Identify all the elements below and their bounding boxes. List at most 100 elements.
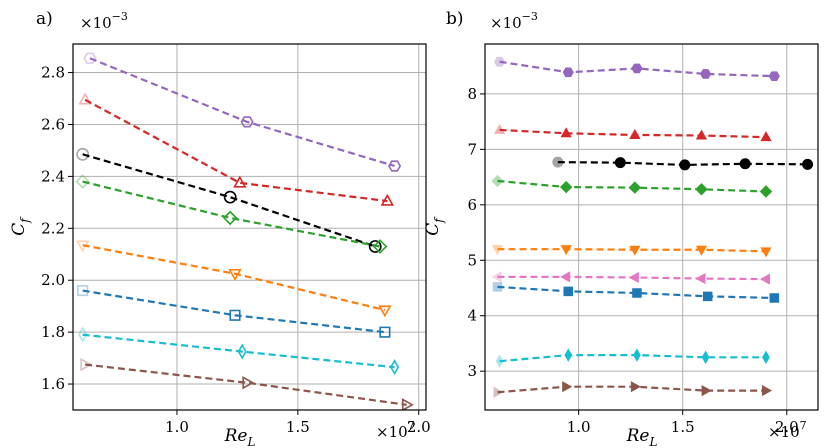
panel-a-marker-red-2 bbox=[380, 193, 395, 206]
panel-b-marker-black-4 bbox=[802, 158, 814, 170]
panel-b-marker-blue-2 bbox=[632, 288, 642, 298]
panel-b-xlabel-sub: L bbox=[648, 435, 657, 448]
panel-a-line-black bbox=[82, 153, 376, 248]
panel-a-x-multiplier-exp: 7 bbox=[408, 419, 415, 432]
panel-b-marker-cyan-4 bbox=[762, 350, 770, 365]
panel-a-marker-purple-2 bbox=[388, 160, 402, 172]
panel-a-marker-red-1 bbox=[233, 175, 247, 188]
panel-b-ytick-label-0: 3 bbox=[467, 362, 477, 380]
panel-a-marker-brown-2 bbox=[401, 398, 414, 410]
panel-b-marker-blue-0 bbox=[492, 282, 503, 292]
panel-b-marker-black-0 bbox=[552, 156, 564, 168]
panel-b-xtick-label-1: 1.5 bbox=[671, 418, 695, 436]
panel-b-marker-purple-2 bbox=[631, 63, 643, 74]
panel-b-marker-pink-0 bbox=[491, 271, 502, 283]
panel-b-marker-black-1 bbox=[614, 157, 626, 169]
panel-a-marker-brown-1 bbox=[242, 376, 255, 390]
panel-b-xlabel: ReL bbox=[626, 426, 658, 448]
panel-a-line-brown bbox=[84, 363, 407, 406]
panel-a-ytick-label-1: 1.8 bbox=[41, 323, 65, 341]
panel-b-series-group bbox=[491, 56, 814, 398]
panel-a-marker-green-2 bbox=[372, 239, 388, 254]
panel-b-marker-red-3 bbox=[695, 129, 708, 140]
panel-b-marker-brown-2 bbox=[630, 381, 641, 393]
panel-a-marker-green-0 bbox=[75, 174, 90, 189]
panel-b-marker-brown-0 bbox=[493, 386, 504, 398]
panel-b-xtick-label-0: 1.0 bbox=[567, 418, 591, 436]
panel-a-line-blue bbox=[82, 289, 386, 334]
panel-b-ytick-label-1: 4 bbox=[467, 307, 477, 325]
panel-b-marker-orange-1 bbox=[560, 245, 572, 256]
panel-b-marker-purple-3 bbox=[700, 69, 712, 79]
panel-a-ytick-label-2: 2.0 bbox=[41, 271, 65, 289]
panel-b-ytick-label-3: 6 bbox=[467, 196, 477, 214]
panel-a-marker-black-1 bbox=[223, 190, 237, 204]
panel-a-marker-purple-1 bbox=[240, 116, 254, 128]
panel-a-xtick-label-0: 1.0 bbox=[165, 418, 189, 436]
panel-b-marker-green-2 bbox=[628, 181, 642, 194]
panel-b-marker-brown-1 bbox=[562, 381, 573, 393]
panel-b-marker-orange-3 bbox=[695, 245, 708, 256]
panel-b-marker-black-2 bbox=[679, 159, 691, 171]
panel-b-marker-pink-4 bbox=[759, 273, 770, 285]
panel-b: 1.0 1.5 2.0 3 4 5 6 7 8 b) ×10−3 ×107 ReL Cf bbox=[423, 9, 819, 448]
panel-b-marker-pink-3 bbox=[695, 272, 706, 285]
panel-b-marker-purple-4 bbox=[768, 71, 780, 81]
panel-b-marker-orange-2 bbox=[629, 245, 641, 256]
panel-b-ytick-label-2: 5 bbox=[467, 251, 477, 269]
panel-a-xlabel-sub: L bbox=[246, 435, 255, 448]
panel-b-marker-green-1 bbox=[559, 180, 573, 194]
panel-a-line-orange bbox=[82, 244, 386, 312]
panel-b-frame bbox=[484, 43, 819, 411]
panel-b-ylabel: Cf bbox=[423, 216, 446, 236]
panel-b-marker-red-4 bbox=[760, 131, 772, 142]
panel-b-line-blue bbox=[497, 285, 775, 300]
panel-a-marker-blue-0 bbox=[77, 285, 89, 297]
panel-a-xtick-label-1: 1.5 bbox=[286, 418, 310, 436]
panel-a-line-green bbox=[82, 180, 381, 248]
panel-b-y-multiplier: ×10−3 bbox=[490, 10, 538, 32]
panel-a-marker-black-2 bbox=[368, 240, 382, 253]
panel-b-ylabel-main: C bbox=[423, 223, 443, 236]
panel-b-marker-green-3 bbox=[695, 183, 708, 196]
panel-b-ytick-label-5: 8 bbox=[467, 85, 477, 103]
panel-b-marker-cyan-3 bbox=[701, 350, 710, 365]
panel-b-marker-blue-4 bbox=[769, 293, 780, 303]
panel-a-marker-brown-0 bbox=[80, 357, 93, 372]
panel-b-xtick-label-2: 2.0 bbox=[775, 418, 799, 436]
panel-a-marker-blue-1 bbox=[229, 309, 241, 321]
panel-a-xtick-label-2: 2.0 bbox=[407, 418, 431, 436]
panel-a-ylabel-main: C bbox=[9, 223, 29, 236]
panel-a-xlabel: ReL bbox=[224, 426, 256, 448]
panel-a-ylabel-sub: f bbox=[18, 216, 32, 224]
panel-a-marker-cyan-1 bbox=[237, 343, 247, 360]
panel-b-x-multiplier: ×107 bbox=[768, 419, 807, 441]
panel-b-marker-red-0 bbox=[493, 123, 506, 134]
panel-b-marker-red-1 bbox=[560, 127, 572, 138]
panel-a-y-multiplier: ×10−3 bbox=[80, 10, 128, 32]
panel-b-label: b) bbox=[446, 9, 464, 29]
panel-a-line-purple bbox=[89, 57, 395, 168]
panel-b-xlabel-main: Re bbox=[626, 426, 650, 446]
panel-b-marker-orange-0 bbox=[491, 245, 504, 256]
panel-b-marker-cyan-2 bbox=[633, 348, 641, 362]
panel-a-marker-purple-0 bbox=[83, 52, 97, 64]
panel-b-marker-pink-1 bbox=[560, 271, 571, 283]
panel-b-marker-blue-3 bbox=[702, 291, 713, 302]
panel-a-line-red bbox=[84, 98, 388, 203]
panel-b-marker-orange-4 bbox=[760, 247, 772, 258]
panel-b-marker-brown-3 bbox=[701, 384, 712, 397]
panel-a-frame bbox=[72, 43, 427, 411]
panel-a-ytick-label-6: 2.8 bbox=[41, 64, 65, 82]
panel-b-line-cyan bbox=[499, 354, 766, 363]
panel-a-marker-green-1 bbox=[222, 210, 238, 226]
panel-a-marker-blue-2 bbox=[379, 326, 391, 338]
panel-b-ytick-label-4: 7 bbox=[467, 140, 477, 158]
panel-b-marker-black-3 bbox=[739, 158, 751, 170]
panel-a-x-multiplier: ×107 bbox=[376, 419, 415, 441]
panel-b-marker-cyan-1 bbox=[564, 348, 573, 362]
panel-a-label: a) bbox=[36, 9, 53, 29]
panel-b-marker-brown-4 bbox=[761, 384, 772, 397]
panel-b-y-multiplier-exp: −3 bbox=[522, 10, 538, 23]
